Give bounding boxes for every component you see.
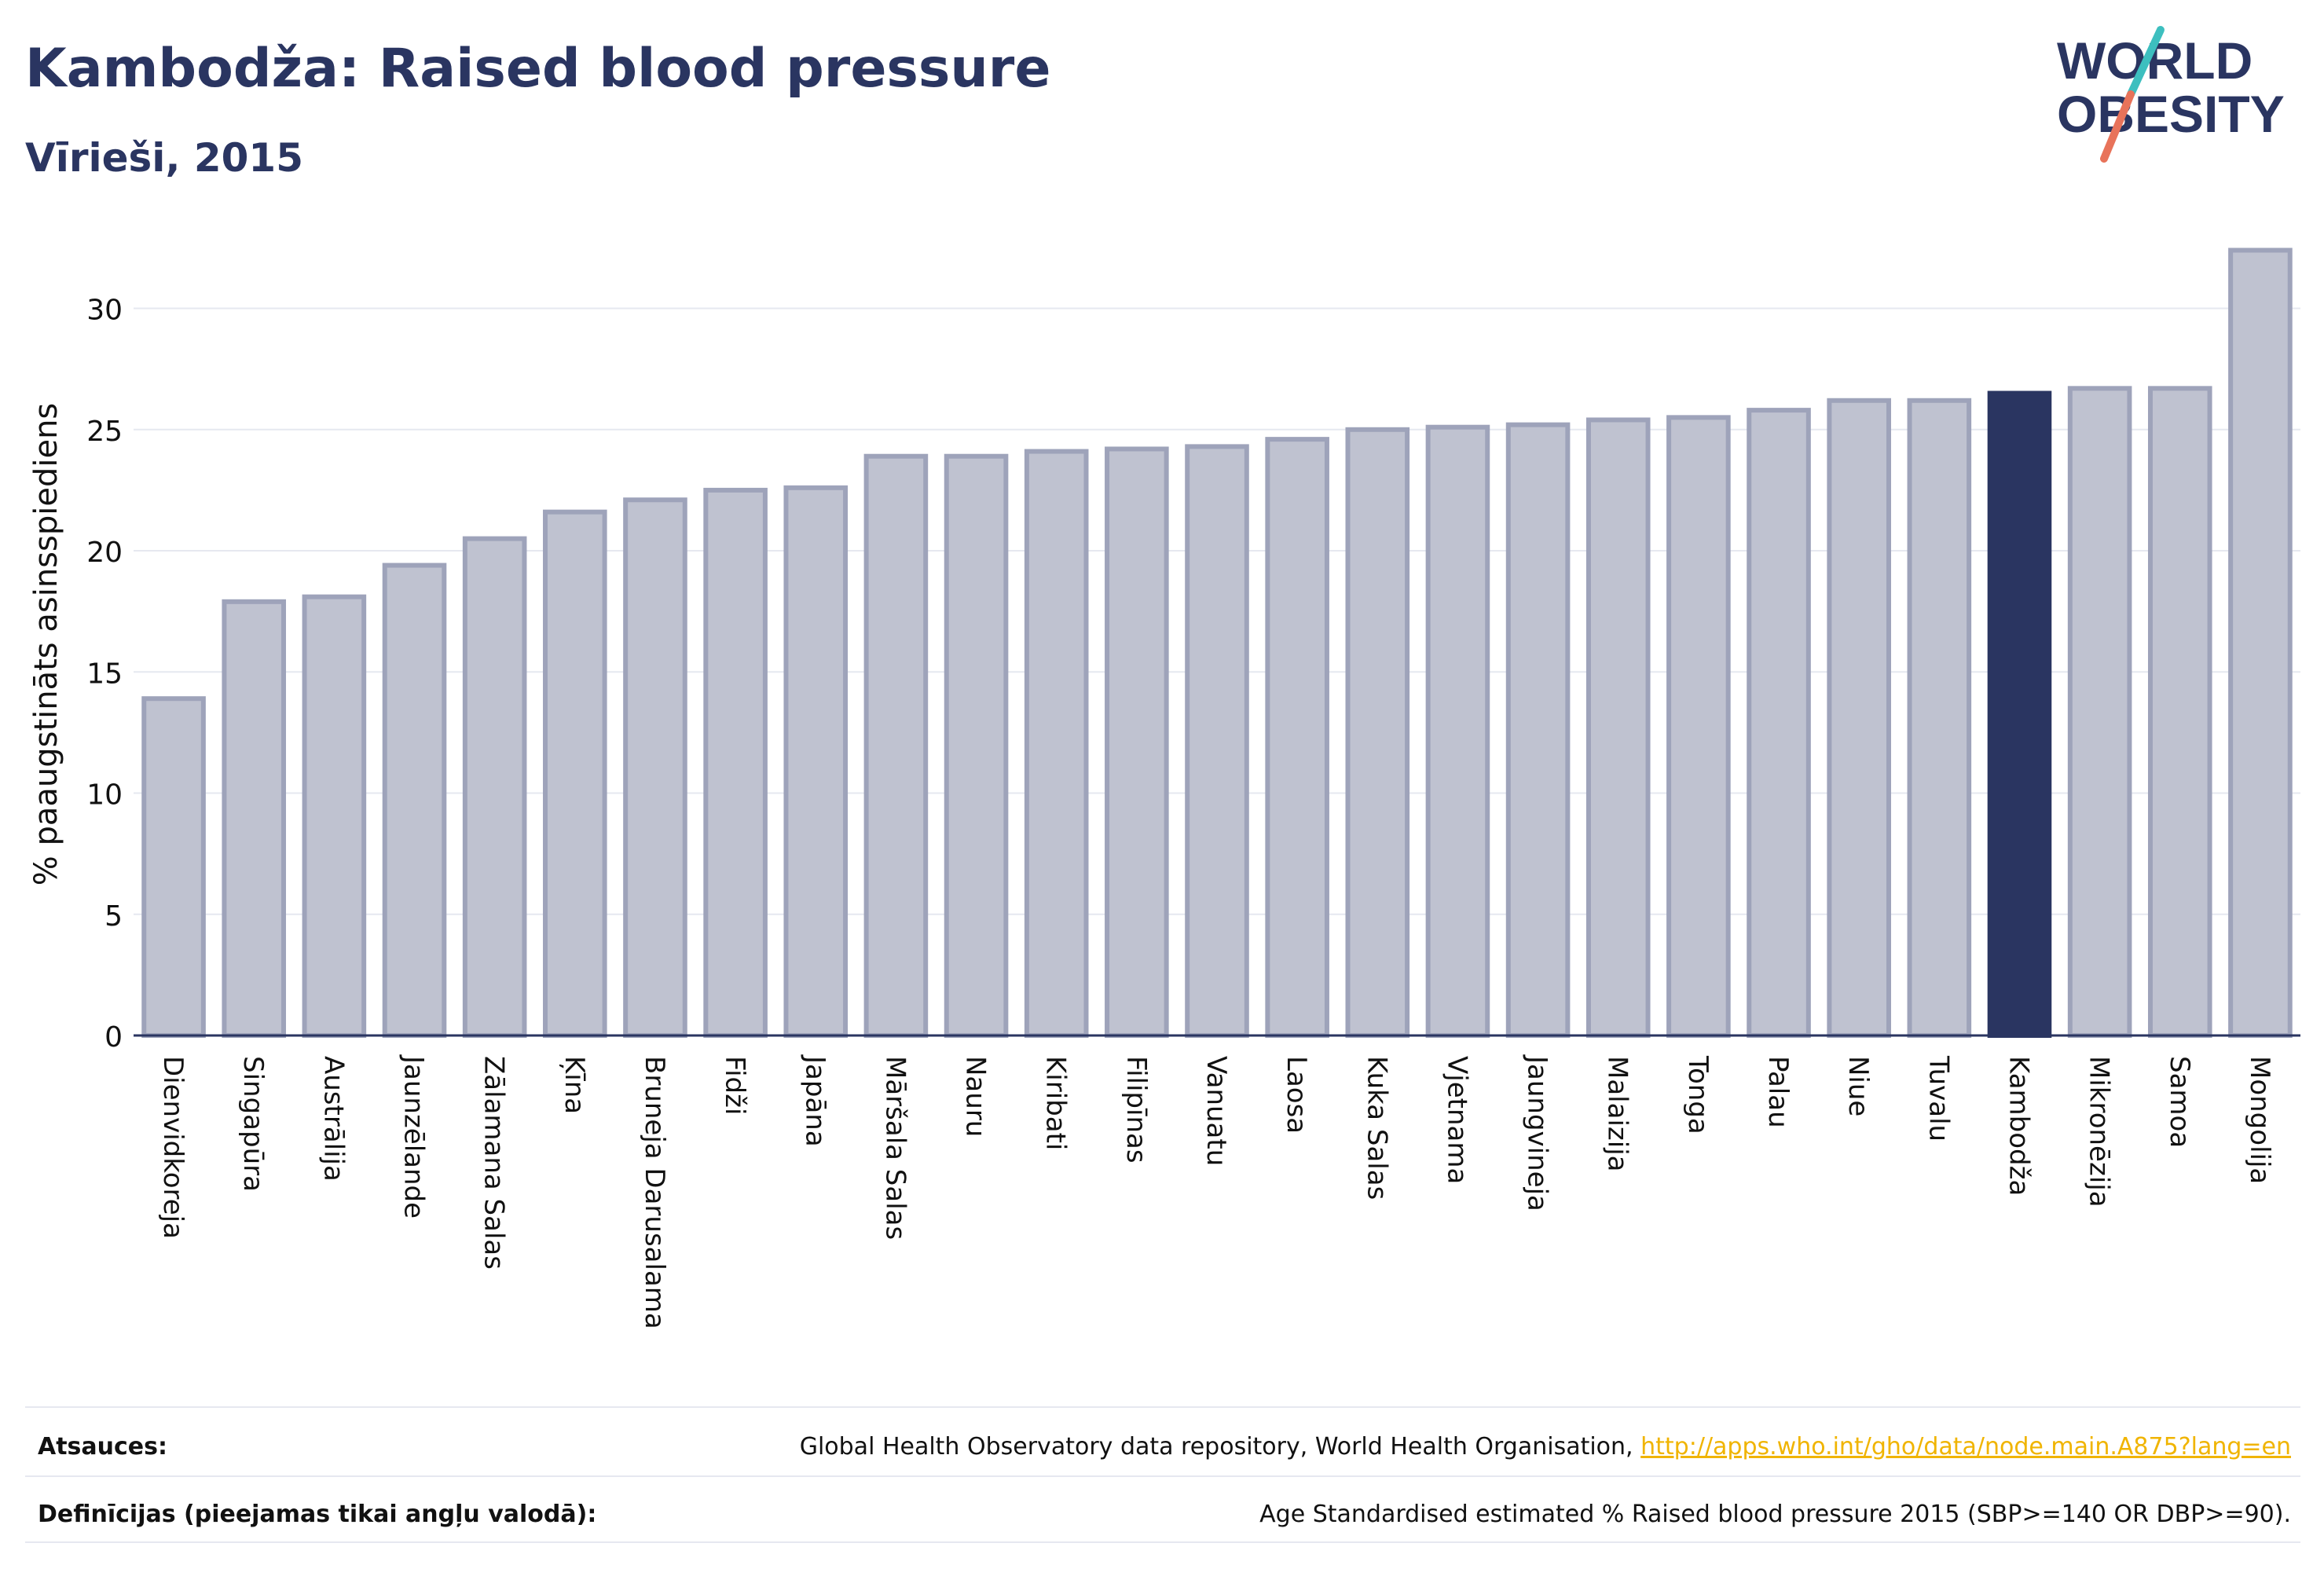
bars bbox=[141, 247, 2293, 1038]
bar-mongolija[interactable] bbox=[2228, 247, 2293, 1038]
bar-māršala-salas[interactable] bbox=[863, 453, 929, 1038]
y-tick-label: 30 bbox=[86, 295, 123, 327]
sources-link[interactable]: http://apps.who.int/gho/data/node.main.A… bbox=[1640, 1433, 2291, 1461]
x-tick-label: Tonga bbox=[1682, 1055, 1714, 1134]
x-tick-label: Māršala Salas bbox=[879, 1056, 911, 1240]
bar-japāna[interactable] bbox=[783, 485, 849, 1038]
x-tick-label: Tuvalu bbox=[1923, 1055, 1954, 1142]
bar-filipīnas[interactable] bbox=[1105, 446, 1169, 1038]
bar-nauru[interactable] bbox=[944, 453, 1009, 1038]
x-tick-label: Samoa bbox=[2164, 1056, 2195, 1148]
x-tick-label: Austrālija bbox=[317, 1056, 349, 1182]
x-tick-label: Laosa bbox=[1281, 1056, 1312, 1134]
y-tick-label: 15 bbox=[86, 658, 123, 690]
footer-divider-bottom bbox=[25, 1541, 2300, 1543]
x-tick-label: Jaungvineja bbox=[1522, 1054, 1553, 1211]
x-tick-label: Niue bbox=[1842, 1056, 1874, 1116]
x-tick-label: Vjetnama bbox=[1441, 1056, 1472, 1184]
bar-kuka-salas[interactable] bbox=[1345, 427, 1410, 1038]
bar-zālamana-salas[interactable] bbox=[462, 536, 527, 1038]
bar-samoa[interactable] bbox=[2147, 386, 2212, 1038]
y-tick-label: 20 bbox=[86, 537, 123, 569]
x-tick-label: Kiribati bbox=[1040, 1056, 1072, 1150]
bar-austrālija[interactable] bbox=[302, 594, 367, 1038]
definitions-value: Age Standardised estimated % Raised bloo… bbox=[1259, 1501, 2291, 1528]
bar-chart: 0 5 10 15 20 25 30 Dienvidkoreja Singapūra Austrā… bbox=[28, 247, 2300, 1329]
bar-vjetnama[interactable] bbox=[1425, 424, 1490, 1038]
x-tick-label: Nauru bbox=[960, 1056, 992, 1137]
bar-vanuatu[interactable] bbox=[1185, 444, 1249, 1038]
x-tick-label: Dienvidkoreja bbox=[157, 1056, 189, 1239]
bar-tuvalu[interactable] bbox=[1907, 398, 1972, 1038]
x-tick-label: Ķīna bbox=[559, 1056, 590, 1114]
x-tick-label: Fidži bbox=[719, 1056, 750, 1115]
definitions-label: Definīcijas (pieejamas tikai angļu valod… bbox=[38, 1501, 597, 1528]
bar-fidži[interactable] bbox=[703, 487, 768, 1038]
bar-ķīna[interactable] bbox=[543, 509, 607, 1038]
footer-divider-top bbox=[25, 1406, 2300, 1408]
chart-subtitle: Vīrieši, 2015 bbox=[25, 135, 304, 181]
footer-definitions-row: Definīcijas (pieejamas tikai angļu valod… bbox=[38, 1482, 2291, 1545]
bar-singapūra[interactable] bbox=[222, 599, 287, 1038]
bar-malaizija[interactable] bbox=[1585, 417, 1651, 1038]
x-tick-label: Mikronēzija bbox=[2084, 1056, 2115, 1208]
bar-tonga[interactable] bbox=[1666, 415, 1731, 1038]
x-tick-label: Bruneja Darusalama bbox=[639, 1056, 670, 1329]
y-tick-label: 5 bbox=[104, 900, 123, 933]
axes: 0 5 10 15 20 25 30 Dienvidkoreja Singapūra Austrā… bbox=[86, 295, 2300, 1329]
bar-mikronēzija[interactable] bbox=[2067, 386, 2132, 1038]
logo-slash-coral bbox=[2100, 90, 2135, 163]
x-tick-label: Singapūra bbox=[237, 1056, 269, 1192]
x-tick-label: Malaizija bbox=[1602, 1056, 1633, 1171]
sources-value: Global Health Observatory data repositor… bbox=[800, 1433, 2291, 1461]
x-tick-label: Kuka Salas bbox=[1361, 1056, 1392, 1200]
x-tick-label: Mongolija bbox=[2244, 1056, 2275, 1184]
chart-title: Kambodža: Raised blood pressure bbox=[25, 38, 1051, 100]
x-tick-label: Filipīnas bbox=[1120, 1056, 1152, 1164]
bar-kambodža[interactable] bbox=[1987, 390, 2052, 1038]
x-tick-label: Jaunzēlande bbox=[398, 1054, 430, 1219]
logo-slash-teal bbox=[2127, 26, 2165, 98]
bar-laosa[interactable] bbox=[1265, 437, 1329, 1038]
bar-bruneja-darusalama[interactable] bbox=[623, 497, 687, 1038]
bar-palau[interactable] bbox=[1747, 408, 1811, 1038]
footer-sources-row: Atsauces: Global Health Observatory data… bbox=[38, 1414, 2291, 1477]
x-tick-label: Vanuatu bbox=[1200, 1056, 1232, 1166]
sources-text: Global Health Observatory data repositor… bbox=[799, 1433, 1633, 1461]
bar-dienvidkoreja[interactable] bbox=[141, 696, 206, 1038]
bar-niue[interactable] bbox=[1827, 398, 1891, 1038]
x-tick-label: Japāna bbox=[799, 1054, 830, 1147]
x-tick-label: Zālamana Salas bbox=[478, 1056, 510, 1270]
y-axis-label: % paaugstināts asinsspiediens bbox=[28, 403, 64, 886]
footer-divider-mid bbox=[25, 1475, 2300, 1477]
y-tick-label: 10 bbox=[86, 779, 123, 812]
logo-line-obesity: OBESITY bbox=[2057, 85, 2285, 143]
x-tick-label: Palau bbox=[1762, 1056, 1794, 1128]
sources-label: Atsauces: bbox=[38, 1433, 167, 1461]
world-obesity-logo: WORLD OBESITY bbox=[2057, 26, 2285, 163]
bar-jaunzēlande[interactable] bbox=[382, 563, 447, 1038]
y-tick-label: 25 bbox=[86, 416, 123, 448]
bar-jaungvineja[interactable] bbox=[1505, 422, 1571, 1038]
x-tick-label: Kambodža bbox=[2003, 1056, 2034, 1196]
bar-kiribati[interactable] bbox=[1024, 449, 1089, 1038]
y-tick-label: 0 bbox=[104, 1021, 123, 1054]
